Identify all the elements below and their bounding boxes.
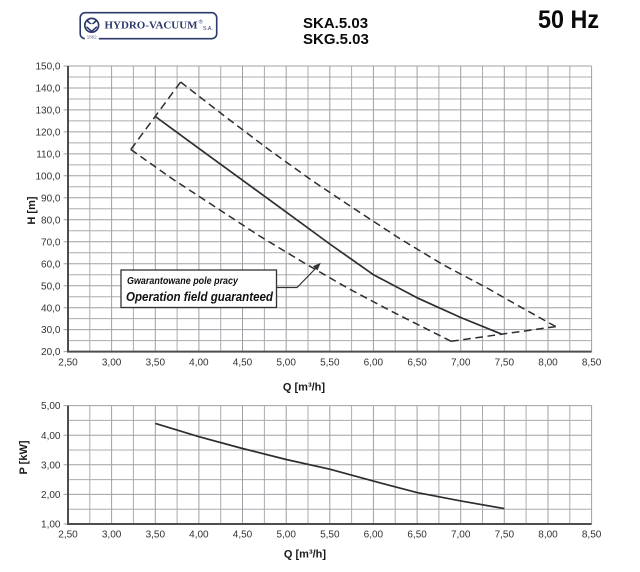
svg-text:7,00: 7,00 [451,530,471,541]
svg-text:4,00: 4,00 [41,431,61,442]
svg-text:5,00: 5,00 [276,530,296,541]
svg-text:70,0: 70,0 [41,237,61,248]
svg-text:1862: 1862 [87,35,98,40]
svg-text:6,00: 6,00 [364,358,384,369]
svg-text:110,0: 110,0 [36,150,61,161]
svg-text:Q [m³/h]: Q [m³/h] [284,549,326,561]
svg-text:P [kW]: P [kW] [18,440,30,474]
svg-text:4,00: 4,00 [189,358,209,369]
svg-text:4,50: 4,50 [233,530,253,541]
svg-text:3,00: 3,00 [41,460,61,471]
svg-text:5,50: 5,50 [320,530,340,541]
svg-text:S.A.: S.A. [203,26,213,32]
svg-text:50 Hz: 50 Hz [538,6,599,34]
svg-text:1,00: 1,00 [41,520,61,531]
svg-text:Operation field guaranteed: Operation field guaranteed [126,290,273,304]
svg-text:120,0: 120,0 [35,128,60,139]
svg-text:140,0: 140,0 [35,84,60,95]
svg-text:3,00: 3,00 [102,530,122,541]
svg-text:2,00: 2,00 [41,490,61,501]
svg-text:6,50: 6,50 [407,358,427,369]
svg-text:100,0: 100,0 [35,171,60,182]
svg-text:6,00: 6,00 [364,530,384,541]
svg-text:3,00: 3,00 [102,358,122,369]
svg-text:H [m]: H [m] [26,196,38,224]
svg-text:4,00: 4,00 [189,530,209,541]
svg-text:5,50: 5,50 [320,358,340,369]
svg-text:90,0: 90,0 [41,193,61,204]
svg-text:40,0: 40,0 [41,303,61,314]
svg-text:4,50: 4,50 [233,358,253,369]
svg-text:2,50: 2,50 [58,530,78,541]
svg-text:150,0: 150,0 [35,62,60,73]
svg-text:Gwarantowane pole pracy: Gwarantowane pole pracy [127,275,239,287]
svg-text:60,0: 60,0 [41,259,61,270]
svg-text:HYDRO-VACUUM: HYDRO-VACUUM [105,20,199,32]
svg-text:3,50: 3,50 [146,530,166,541]
svg-text:6,50: 6,50 [407,530,427,541]
svg-text:8,00: 8,00 [538,358,558,369]
svg-text:2,50: 2,50 [58,358,78,369]
svg-text:20,0: 20,0 [41,347,61,358]
svg-text:3,50: 3,50 [146,358,166,369]
svg-text:7,50: 7,50 [495,358,515,369]
svg-text:7,00: 7,00 [451,358,471,369]
svg-text:50,0: 50,0 [41,281,61,292]
svg-text:80,0: 80,0 [41,215,61,226]
svg-text:130,0: 130,0 [35,106,60,117]
svg-text:30,0: 30,0 [41,325,61,336]
svg-text:8,50: 8,50 [582,358,602,369]
svg-text:8,50: 8,50 [582,530,602,541]
svg-text:5,00: 5,00 [41,401,61,412]
svg-text:5,00: 5,00 [276,358,296,369]
svg-text:Q [m³/h]: Q [m³/h] [283,382,325,394]
svg-text:®: ® [199,19,203,26]
svg-text:8,00: 8,00 [538,530,558,541]
svg-text:7,50: 7,50 [495,530,515,541]
svg-text:SKG.5.03: SKG.5.03 [303,31,369,48]
svg-text:SKA.5.03: SKA.5.03 [303,15,368,32]
